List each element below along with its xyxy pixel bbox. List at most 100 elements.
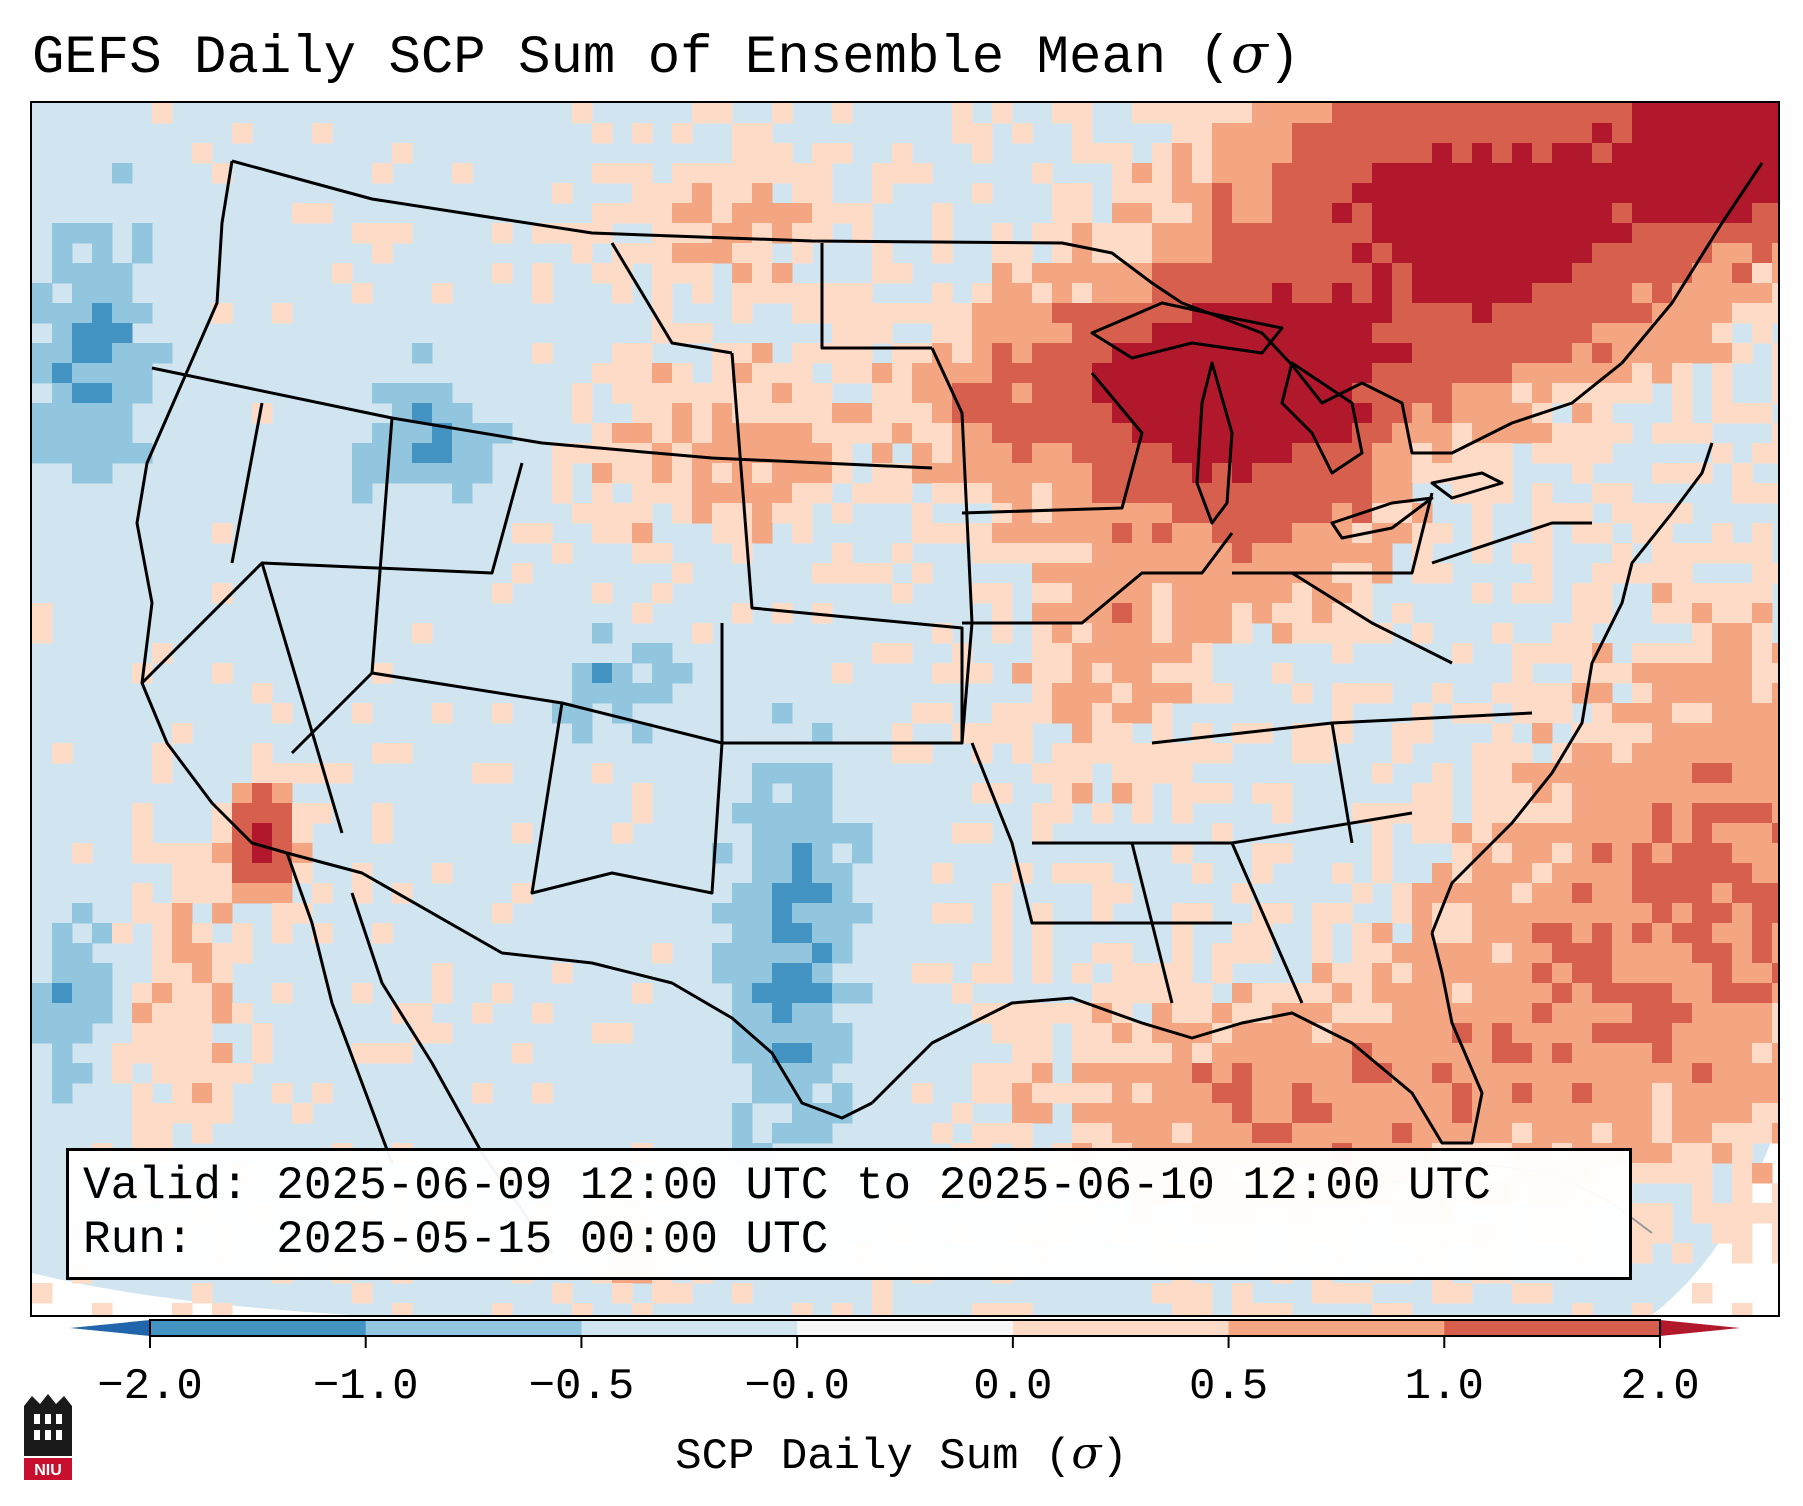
anomaly-cell xyxy=(1272,783,1293,804)
anomaly-cell xyxy=(512,1043,533,1064)
anomaly-cell xyxy=(92,323,113,344)
anomaly-cell xyxy=(772,1043,793,1064)
anomaly-cell xyxy=(712,183,733,204)
anomaly-cell xyxy=(1092,983,1113,1004)
anomaly-cell xyxy=(1012,1043,1033,1064)
colorbar-bin xyxy=(1012,1320,1230,1336)
anomaly-cell xyxy=(1312,503,1333,524)
anomaly-cell xyxy=(972,423,993,444)
anomaly-cell xyxy=(1692,723,1713,744)
anomaly-cell xyxy=(1392,323,1413,344)
anomaly-cell xyxy=(852,303,873,324)
map-panel[interactable] xyxy=(30,101,1780,1317)
anomaly-cell xyxy=(732,203,753,224)
anomaly-cell xyxy=(1152,223,1173,244)
anomaly-cell xyxy=(1232,243,1253,264)
anomaly-cell xyxy=(992,1123,1013,1144)
anomaly-cell xyxy=(1412,1123,1433,1144)
anomaly-cell xyxy=(1772,1103,1778,1124)
anomaly-cell xyxy=(1312,203,1333,224)
anomaly-cell xyxy=(1472,143,1493,164)
anomaly-cell xyxy=(1252,863,1273,884)
anomaly-cell xyxy=(1652,1123,1673,1144)
anomaly-cell xyxy=(992,223,1013,244)
anomaly-cell xyxy=(1152,1063,1173,1084)
anomaly-cell xyxy=(892,303,913,324)
anomaly-cell xyxy=(632,643,653,664)
colorbar-tick-label: 1.0 xyxy=(1404,1362,1484,1412)
anomaly-cell xyxy=(852,903,873,924)
anomaly-cell xyxy=(692,403,713,424)
anomaly-cell xyxy=(1232,883,1253,904)
anomaly-cell xyxy=(1492,963,1513,984)
anomaly-cell xyxy=(1252,303,1273,324)
anomaly-cell xyxy=(872,443,893,464)
anomaly-cell xyxy=(752,203,773,224)
anomaly-cell xyxy=(1192,663,1213,684)
anomaly-cell xyxy=(1532,283,1553,304)
anomaly-cell xyxy=(1392,343,1413,364)
anomaly-cell xyxy=(1172,263,1193,284)
anomaly-cell xyxy=(1572,303,1593,324)
anomaly-cell xyxy=(1492,1003,1513,1024)
anomaly-cell xyxy=(1572,643,1593,664)
anomaly-cell xyxy=(172,1003,193,1024)
anomaly-cell xyxy=(1272,583,1293,604)
anomaly-cell xyxy=(952,443,973,464)
anomaly-cell xyxy=(1212,783,1233,804)
anomaly-cell xyxy=(92,383,113,404)
anomaly-cell xyxy=(972,963,993,984)
state-line xyxy=(930,347,974,744)
anomaly-cell xyxy=(872,1283,893,1304)
anomaly-cell xyxy=(1732,203,1753,224)
anomaly-cell xyxy=(1392,743,1413,764)
anomaly-cell xyxy=(1172,663,1193,684)
anomaly-cell xyxy=(252,823,273,844)
anomaly-cell xyxy=(1512,123,1533,144)
anomaly-cell xyxy=(872,463,893,484)
anomaly-cell xyxy=(212,1103,233,1124)
anomaly-cell xyxy=(1532,383,1553,404)
anomaly-cell xyxy=(1072,623,1093,644)
anomaly-cell xyxy=(1532,323,1553,344)
anomaly-cell xyxy=(1772,343,1778,364)
anomaly-cell xyxy=(192,963,213,984)
anomaly-cell xyxy=(1512,543,1533,564)
anomaly-cell xyxy=(672,323,693,344)
anomaly-cell xyxy=(1132,323,1153,344)
anomaly-cell xyxy=(152,643,173,664)
anomaly-cell xyxy=(1732,883,1753,904)
anomaly-cell xyxy=(992,443,1013,464)
anomaly-cell xyxy=(792,863,813,884)
anomaly-cell xyxy=(1752,743,1773,764)
anomaly-cell xyxy=(792,523,813,544)
anomaly-cell xyxy=(1772,163,1778,184)
anomaly-cell xyxy=(1692,803,1713,824)
anomaly-cell xyxy=(1052,183,1073,204)
anomaly-cell xyxy=(1252,1103,1273,1124)
state-line xyxy=(820,243,932,350)
anomaly-cell xyxy=(1592,1043,1613,1064)
anomaly-cell xyxy=(732,1023,753,1044)
anomaly-cell xyxy=(1192,343,1213,364)
anomaly-cell xyxy=(1432,403,1453,424)
anomaly-cell xyxy=(1052,283,1073,304)
anomaly-cell xyxy=(1592,423,1613,444)
anomaly-cell xyxy=(1492,263,1513,284)
anomaly-cell xyxy=(1652,1203,1673,1224)
anomaly-cell xyxy=(1032,803,1053,824)
anomaly-cell xyxy=(1372,363,1393,384)
anomaly-cell xyxy=(1032,763,1053,784)
state-line xyxy=(1130,842,1174,1004)
anomaly-cell xyxy=(1252,463,1273,484)
map-canvas[interactable] xyxy=(32,103,1778,1315)
anomaly-cell xyxy=(1532,563,1553,584)
anomaly-cell xyxy=(1552,763,1573,784)
anomaly-cell xyxy=(1512,223,1533,244)
anomaly-cell xyxy=(1112,523,1133,544)
anomaly-cell xyxy=(1452,703,1473,724)
anomaly-cell xyxy=(312,883,333,904)
anomaly-cell xyxy=(1612,723,1633,744)
anomaly-cell xyxy=(1112,263,1133,284)
anomaly-cell xyxy=(832,443,853,464)
